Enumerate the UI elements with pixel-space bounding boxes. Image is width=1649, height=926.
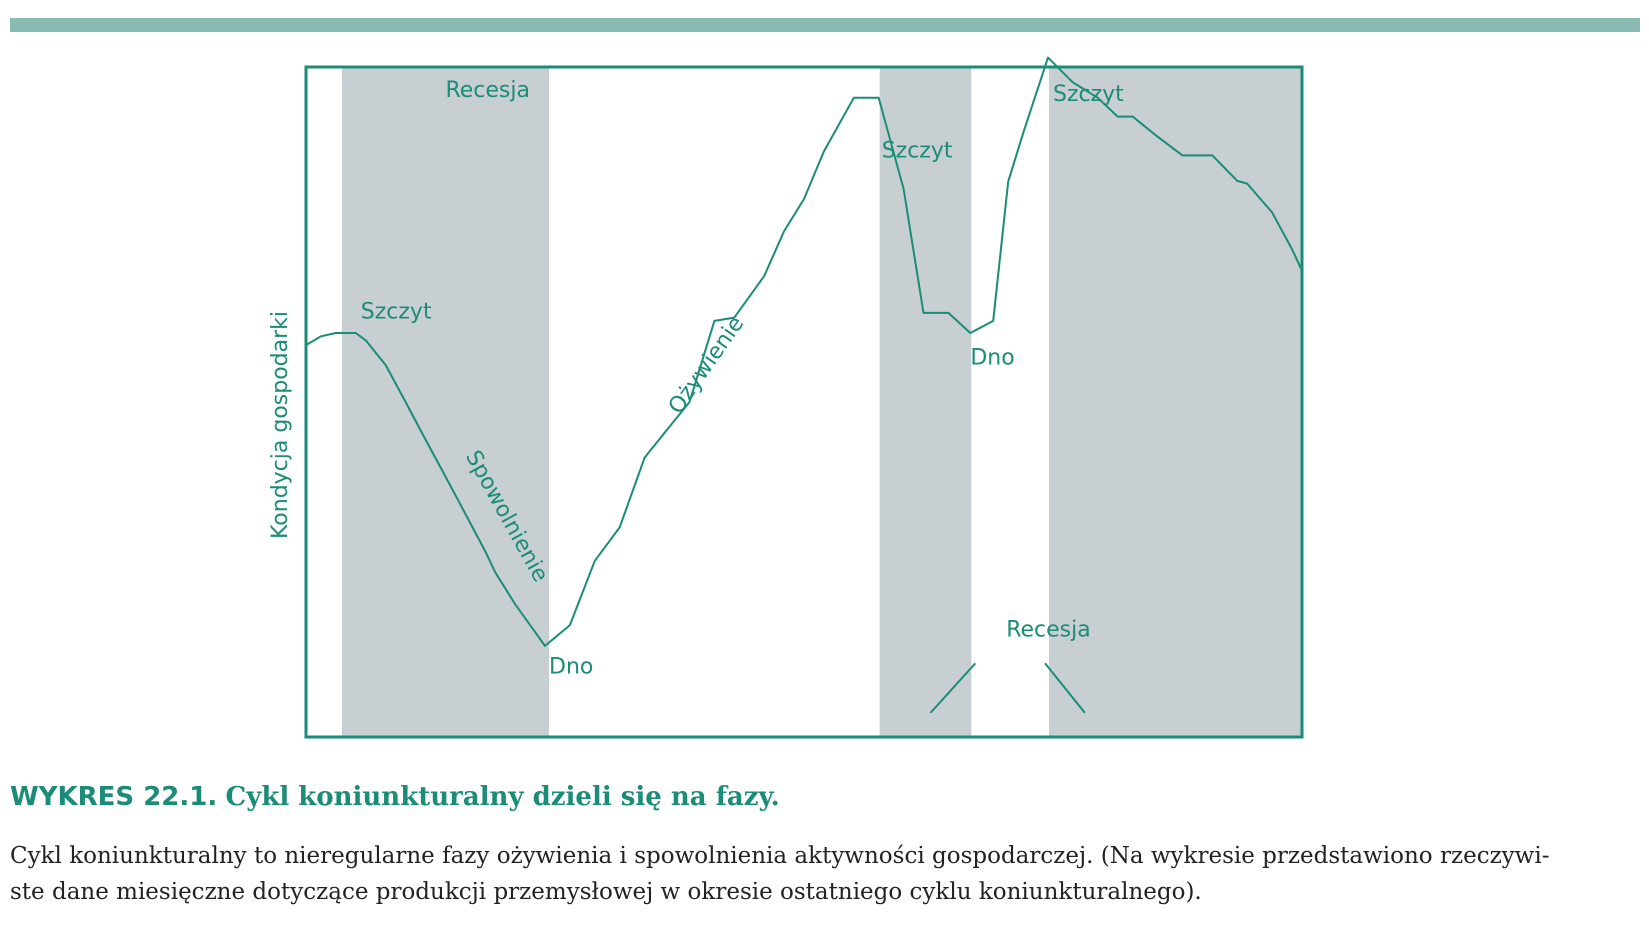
series-line-group (305, 56, 1303, 647)
recession-band (1049, 67, 1302, 737)
recession-pointer-line (1044, 662, 1086, 714)
phase-label-recesja: Recesja (445, 78, 530, 103)
recession-pointer-lines (929, 662, 1086, 714)
recession-bands (341, 67, 1302, 737)
phase-label-szczyt: Szczyt (1053, 82, 1124, 107)
figure-title: Cykl koniunkturalny dzieli się na fazy. (225, 782, 780, 812)
top-accent-bar (10, 18, 1640, 32)
recession-band (341, 67, 550, 737)
phase-label-dno: Dno (549, 654, 593, 679)
business-cycle-chart: RecesjaSzczytSpowolnienieDnoOżywienieSzc… (268, 56, 1304, 739)
phase-label-recesja: Recesja (1006, 618, 1091, 643)
description-line: ste dane miesięczne dotyczące produkcji … (10, 879, 1202, 905)
phase-label-ożywienie: Ożywienie (664, 312, 749, 419)
figure-caption: WYKRES 22.1. Cykl koniunkturalny dzieli … (10, 782, 1640, 812)
description-line: Cykl koniunkturalny to nieregularne fazy… (10, 843, 1550, 869)
figure-number: WYKRES 22.1. (10, 782, 218, 812)
figure-description: Cykl koniunkturalny to nieregularne fazy… (10, 838, 1642, 910)
phase-label-dno: Dno (970, 345, 1014, 370)
y-axis-label: Kondycja gospodarki (268, 311, 293, 539)
phase-label-szczyt: Szczyt (882, 138, 953, 163)
series-line (305, 56, 1303, 647)
plot-frame (304, 65, 1304, 739)
recession-pointer-line (929, 662, 977, 714)
phase-label-szczyt: Szczyt (361, 299, 432, 324)
recession-band (879, 67, 972, 737)
